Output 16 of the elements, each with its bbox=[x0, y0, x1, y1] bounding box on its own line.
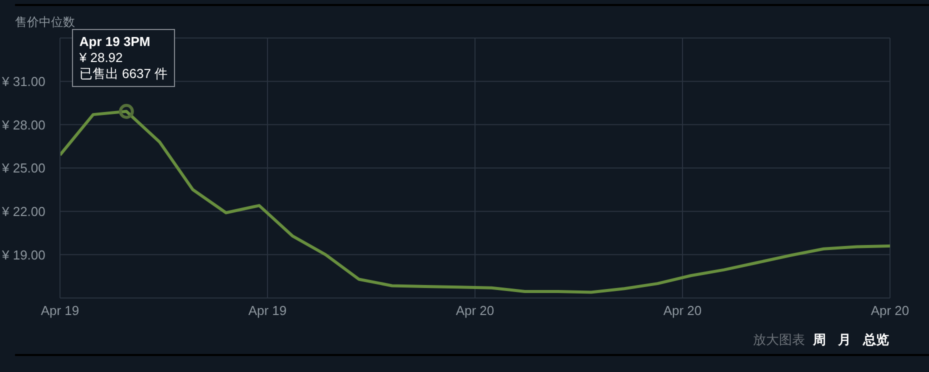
annotation: Apr 19 3PM ¥ 28.92 已售出 6637 件 bbox=[79, 34, 168, 82]
y-tick-label: ¥ 31.00 bbox=[1, 74, 46, 89]
y-tick-label: ¥ 22.00 bbox=[1, 204, 46, 219]
x-tick-label: Apr 20 bbox=[456, 303, 494, 318]
y-tick-label: ¥ 25.00 bbox=[1, 160, 46, 176]
y-tick-label: ¥ 19.00 bbox=[1, 247, 46, 262]
text: 月 bbox=[838, 331, 851, 349]
x-tick-label: Apr 19 bbox=[248, 303, 287, 318]
y-axis-title: 售价中位数 bbox=[15, 14, 75, 31]
text: 放大图表 bbox=[753, 331, 805, 349]
text: 周 bbox=[813, 331, 826, 349]
y-tick-label: ¥ 28.00 bbox=[1, 117, 46, 132]
x-tick-label: Apr 20 bbox=[870, 303, 910, 318]
text: 总览 bbox=[863, 331, 889, 349]
x-tick-label: Apr 20 bbox=[663, 303, 702, 318]
x-tick-label: Apr 19 bbox=[40, 303, 80, 318]
